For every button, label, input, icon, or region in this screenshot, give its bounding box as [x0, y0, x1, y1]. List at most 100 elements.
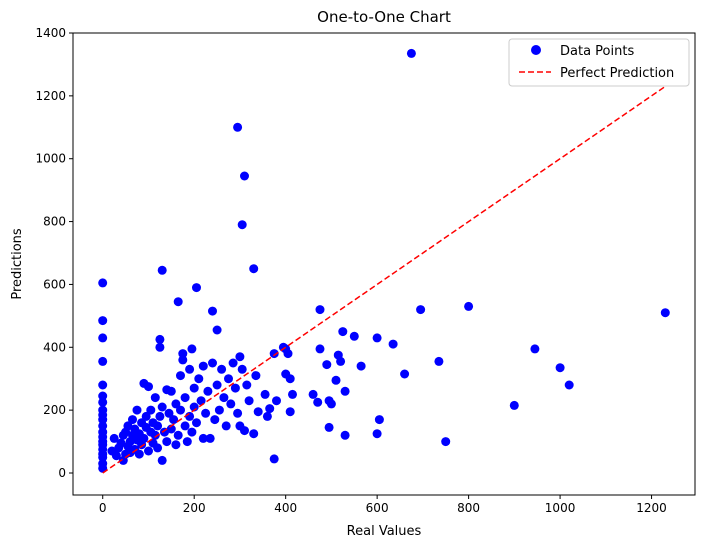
data-point-16 — [98, 356, 108, 366]
perfect-prediction-line — [102, 85, 666, 474]
data-point-84 — [187, 427, 197, 437]
data-point-140 — [322, 360, 332, 370]
data-point-144 — [331, 375, 341, 385]
data-point-77 — [178, 355, 188, 365]
data-point-1 — [98, 459, 108, 469]
data-point-148 — [340, 430, 350, 440]
data-point-56 — [153, 443, 163, 453]
data-point-17 — [98, 333, 108, 343]
legend: Data Points Perfect Prediction — [508, 38, 690, 87]
y-tick-label-1400: 1400 — [35, 26, 66, 40]
data-point-57 — [155, 334, 165, 344]
y-tick-label-400: 400 — [43, 340, 66, 354]
data-point-121 — [251, 371, 261, 381]
plot-area — [98, 48, 670, 474]
data-point-127 — [269, 349, 279, 359]
x-tick-label-1200: 1200 — [636, 501, 667, 515]
y-axis-label: Predictions — [10, 228, 25, 300]
data-point-50 — [146, 405, 156, 415]
data-point-118 — [244, 396, 254, 406]
data-point-91 — [198, 433, 208, 443]
y-tick-label-200: 200 — [43, 403, 66, 417]
data-point-162 — [509, 400, 519, 410]
data-point-14 — [98, 391, 108, 401]
y-tick-label-1200: 1200 — [35, 89, 66, 103]
legend-frame — [508, 38, 690, 87]
data-point-165 — [564, 380, 574, 390]
data-point-68 — [166, 424, 176, 434]
data-point-59 — [155, 411, 165, 421]
data-point-22 — [111, 451, 121, 461]
data-point-132 — [283, 349, 293, 359]
data-point-30 — [123, 421, 133, 431]
data-point-12 — [98, 405, 108, 415]
data-point-114 — [237, 364, 247, 374]
data-point-34 — [128, 415, 137, 425]
data-point-97 — [208, 358, 217, 368]
data-point-79 — [180, 393, 190, 403]
data-point-133 — [285, 374, 295, 384]
data-point-99 — [212, 325, 222, 335]
data-point-37 — [132, 405, 142, 415]
data-point-108 — [230, 383, 240, 393]
data-point-58 — [155, 342, 165, 352]
data-point-21 — [109, 433, 119, 443]
data-point-94 — [203, 386, 213, 396]
data-point-72 — [173, 297, 183, 307]
data-point-39 — [134, 449, 144, 459]
data-point-154 — [374, 415, 384, 425]
data-point-65 — [162, 437, 172, 447]
data-point-61 — [157, 402, 167, 412]
data-point-48 — [144, 382, 153, 392]
data-point-143 — [326, 399, 336, 409]
data-point-13 — [98, 397, 108, 407]
data-point-138 — [315, 305, 325, 315]
data-point-69 — [169, 415, 179, 425]
data-point-85 — [189, 383, 199, 393]
data-point-8 — [98, 427, 108, 437]
data-point-105 — [224, 374, 233, 384]
data-point-9 — [98, 421, 108, 431]
x-tick-label-600: 600 — [366, 501, 389, 515]
data-point-155 — [388, 339, 398, 349]
data-point-102 — [217, 364, 227, 374]
data-point-67 — [166, 386, 176, 396]
data-point-44 — [139, 433, 149, 443]
data-point-125 — [265, 404, 275, 414]
data-point-122 — [253, 407, 263, 417]
data-point-54 — [150, 430, 160, 440]
data-point-89 — [194, 374, 204, 384]
y-tick-label-600: 600 — [43, 277, 66, 291]
data-point-149 — [340, 386, 350, 396]
data-point-106 — [226, 399, 236, 409]
data-point-24 — [116, 438, 126, 448]
data-point-78 — [180, 421, 190, 431]
data-point-115 — [240, 171, 249, 181]
data-point-95 — [205, 433, 215, 443]
x-tick-label-200: 200 — [183, 501, 206, 515]
y-tick-label-800: 800 — [43, 215, 66, 229]
data-point-18 — [98, 316, 108, 326]
data-point-107 — [228, 358, 238, 368]
data-point-164 — [555, 363, 565, 373]
data-point-109 — [233, 122, 243, 132]
data-point-159 — [434, 356, 444, 366]
data-point-126 — [269, 454, 279, 464]
data-point-116 — [240, 426, 249, 436]
data-point-161 — [464, 301, 474, 311]
data-point-46 — [141, 411, 151, 421]
data-point-53 — [150, 393, 160, 403]
data-point-150 — [349, 331, 359, 341]
x-tick-label-0: 0 — [99, 501, 107, 515]
data-point-88 — [192, 418, 201, 428]
data-point-151 — [356, 361, 366, 371]
data-point-113 — [237, 220, 247, 230]
data-point-123 — [260, 389, 270, 399]
data-point-62 — [157, 455, 167, 465]
data-point-158 — [416, 305, 426, 315]
data-point-75 — [176, 371, 185, 381]
x-tick-label-800: 800 — [457, 501, 480, 515]
data-point-66 — [164, 408, 174, 418]
